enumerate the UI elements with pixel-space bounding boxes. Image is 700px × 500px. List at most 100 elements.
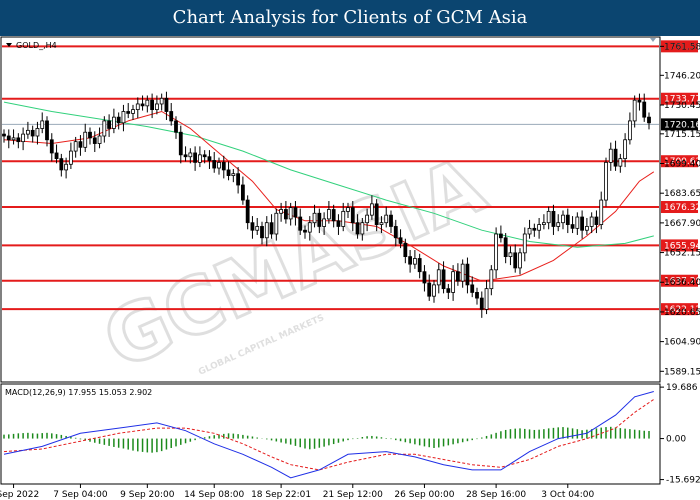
candle-body bbox=[455, 271, 460, 282]
level-tag-label: 1655.94 bbox=[664, 241, 700, 251]
candle-body bbox=[355, 222, 360, 235]
candle-body bbox=[513, 252, 518, 269]
candle-body bbox=[613, 148, 618, 167]
y-tick-label: 1620.65 bbox=[664, 308, 700, 318]
candle-body bbox=[494, 233, 499, 271]
candle-body bbox=[594, 216, 599, 225]
scroll-marker-icon[interactable] bbox=[650, 38, 656, 42]
candlesticks bbox=[2, 91, 651, 318]
candle-body bbox=[623, 139, 628, 160]
candle-body bbox=[111, 116, 116, 129]
candle-body bbox=[522, 233, 527, 254]
candle-body bbox=[527, 227, 532, 235]
candle-body bbox=[498, 233, 503, 239]
macd-tick-label: -15.692 bbox=[666, 476, 700, 486]
candle-body bbox=[627, 120, 632, 141]
level-tag-label: 1733.77 bbox=[664, 95, 700, 105]
chart-menu-icon[interactable] bbox=[6, 43, 12, 47]
candle-body bbox=[317, 212, 322, 227]
candle-body bbox=[197, 154, 202, 163]
candle-body bbox=[412, 258, 417, 265]
candle-body bbox=[475, 292, 479, 299]
candle-body bbox=[221, 161, 226, 171]
candle-body bbox=[159, 97, 164, 105]
level-tag bbox=[661, 155, 698, 168]
candle-body bbox=[154, 103, 159, 111]
candle-body bbox=[6, 135, 11, 141]
candle-body bbox=[145, 99, 150, 107]
candle-body bbox=[422, 271, 427, 284]
level-tag-label: 1700.62 bbox=[664, 157, 700, 167]
candle-body bbox=[322, 218, 327, 227]
candle-body bbox=[446, 288, 451, 293]
candle-body bbox=[565, 214, 570, 225]
candle-body bbox=[417, 258, 422, 273]
candle-body bbox=[369, 203, 374, 216]
candle-body bbox=[97, 135, 102, 144]
x-tick-label: 21 Sep 12:00 bbox=[323, 490, 383, 500]
macd-tick-label: 0.00 bbox=[666, 435, 686, 445]
candle-body bbox=[107, 120, 112, 129]
candle-body bbox=[131, 109, 135, 114]
candle-body bbox=[398, 237, 403, 244]
macd-line bbox=[3, 391, 654, 479]
candle-body bbox=[489, 269, 494, 290]
candle-body bbox=[637, 99, 642, 103]
candle-body bbox=[575, 216, 580, 229]
candle-body bbox=[346, 207, 350, 212]
candle-body bbox=[288, 207, 293, 220]
level-tag-label: 1637.20 bbox=[664, 277, 700, 287]
candle-body bbox=[126, 111, 131, 114]
current-price-tag bbox=[661, 118, 698, 131]
candle-body bbox=[169, 111, 174, 122]
y-tick-label: 1636.40 bbox=[664, 278, 700, 288]
level-tag bbox=[661, 201, 698, 214]
candle-body bbox=[608, 148, 613, 163]
candle-body bbox=[183, 154, 188, 158]
candle-body bbox=[217, 161, 221, 169]
candle-body bbox=[231, 173, 236, 176]
candle-body bbox=[264, 222, 269, 239]
candle-body bbox=[212, 160, 217, 169]
x-tick-label: 26 Sep 00:00 bbox=[394, 490, 454, 500]
candle-body bbox=[508, 252, 513, 258]
candle-body bbox=[178, 131, 183, 156]
macd-signal-line bbox=[3, 398, 655, 471]
y-tick-label: 1589.15 bbox=[664, 367, 700, 377]
y-tick-label: 1715.15 bbox=[664, 130, 700, 140]
candle-body bbox=[561, 214, 565, 224]
candle-body bbox=[551, 210, 556, 227]
candle-body bbox=[556, 222, 561, 227]
candle-body bbox=[102, 120, 107, 137]
candle-body bbox=[83, 131, 88, 148]
candle-body bbox=[121, 111, 126, 124]
candle-body bbox=[441, 269, 446, 290]
candle-body bbox=[408, 256, 413, 265]
candle-body bbox=[68, 150, 73, 165]
candle-body bbox=[503, 237, 508, 258]
support-resistance-levels: 1761.58 1733.77 1700.62 1676.32 1655.94 1637.… bbox=[2, 40, 700, 316]
candle-body bbox=[312, 212, 317, 224]
candle-body bbox=[546, 210, 551, 224]
candle-body bbox=[484, 288, 489, 310]
candle-body bbox=[451, 271, 456, 293]
candle-body bbox=[236, 173, 241, 186]
candle-body bbox=[283, 209, 288, 220]
candle-body bbox=[436, 269, 441, 286]
candle-body bbox=[64, 163, 69, 171]
header-bar: Chart Analysis for Clients of GCM Asia bbox=[0, 0, 700, 36]
candle-body bbox=[580, 216, 585, 231]
candle-body bbox=[350, 207, 355, 224]
candle-body bbox=[584, 226, 589, 231]
y-tick-label: 1667.90 bbox=[664, 219, 700, 229]
level-tag bbox=[661, 303, 698, 316]
candle-body bbox=[174, 120, 178, 133]
x-tick-label: 14 Sep 08:00 bbox=[184, 490, 244, 500]
current-price-label: 1720.16 bbox=[664, 120, 700, 130]
candle-body bbox=[202, 154, 207, 158]
candle-body bbox=[307, 222, 312, 233]
candle-body bbox=[30, 129, 35, 137]
candle-body bbox=[604, 161, 608, 201]
candle-body bbox=[21, 133, 26, 143]
